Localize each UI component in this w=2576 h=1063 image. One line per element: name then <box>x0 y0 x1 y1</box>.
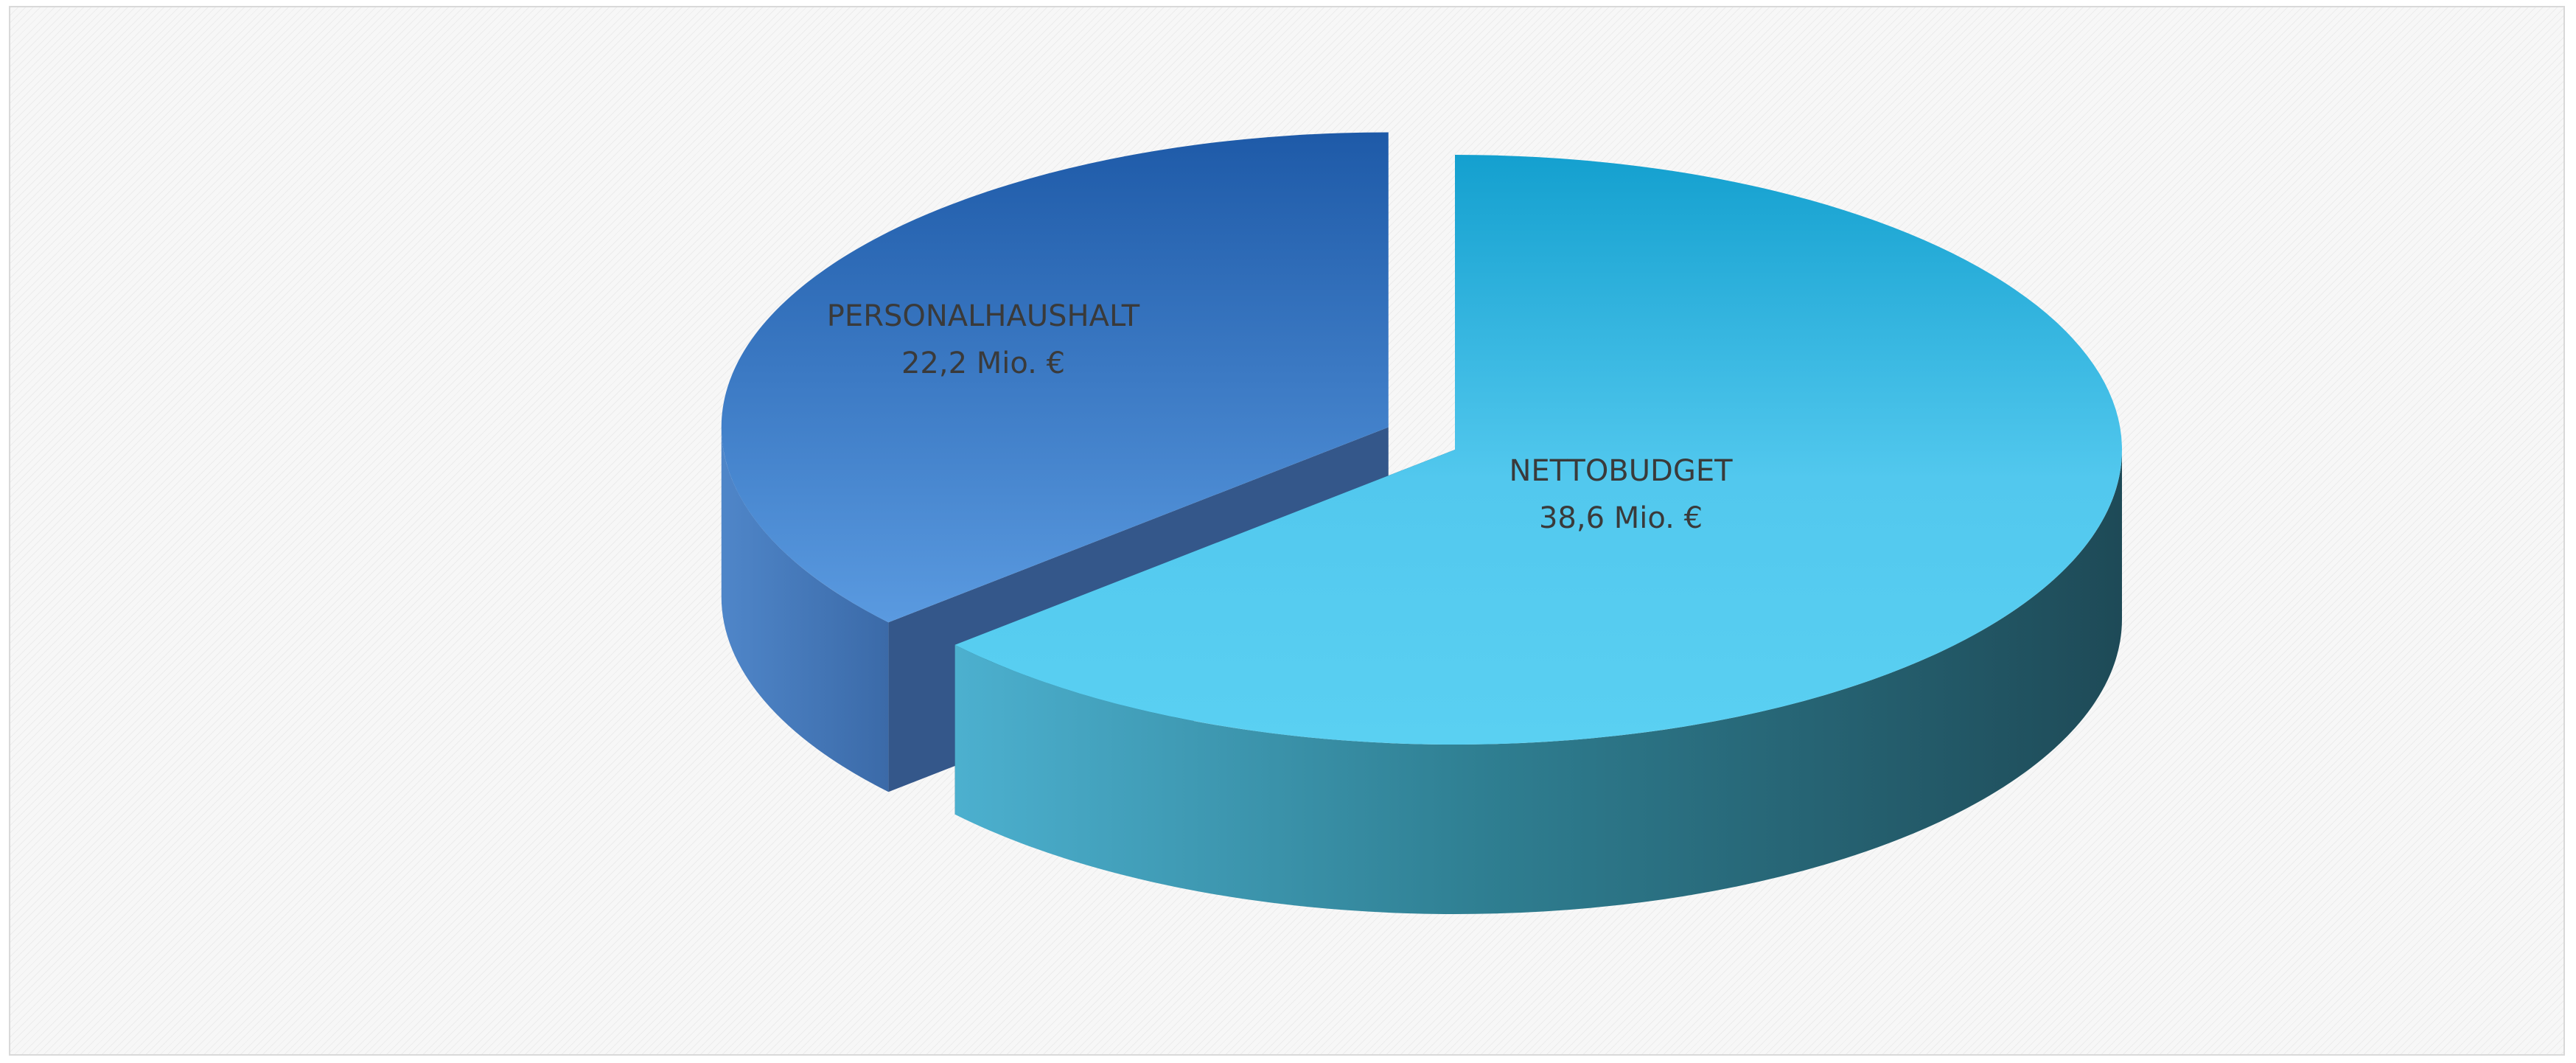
slice-value-personalhaushalt: 22,2 Mio. € <box>901 346 1065 380</box>
slice-label-personalhaushalt: PERSONALHAUSHALT <box>827 299 1140 333</box>
slice-value-nettobudget: 38,6 Mio. € <box>1539 501 1703 535</box>
slice-side-personalhaushalt-0 <box>721 427 889 792</box>
slice-side-nettobudget-0 <box>954 450 2122 914</box>
slice-top-personalhaushalt <box>721 132 1389 623</box>
slice-top-nettobudget <box>954 155 2123 745</box>
slice-nettobudget <box>954 155 2123 914</box>
slice-label-nettobudget: NETTOBUDGET <box>1509 454 1733 488</box>
pie-chart: PERSONALHAUSHALT 22,2 Mio. € NETTOBUDGET 38… <box>721 132 2123 914</box>
chart-area: PERSONALHAUSHALT 22,2 Mio. € NETTOBUDGET 38… <box>9 6 2565 1056</box>
